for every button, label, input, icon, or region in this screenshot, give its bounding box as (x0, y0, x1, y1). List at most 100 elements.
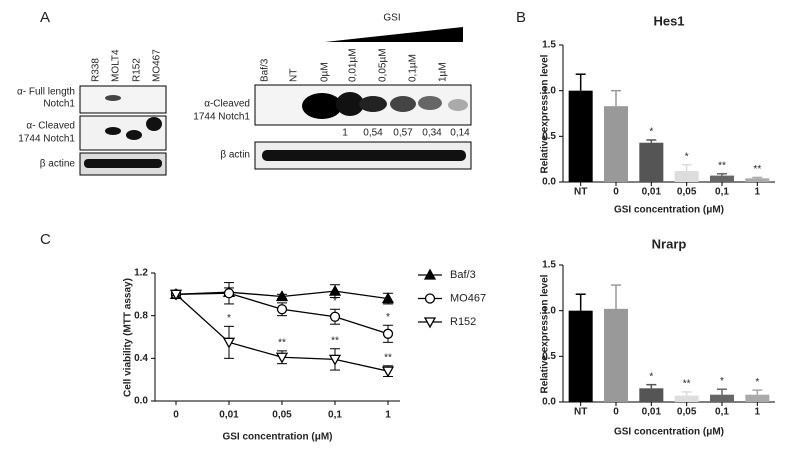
marker (223, 288, 235, 299)
panel-letter: B (516, 9, 526, 26)
row-label: β actin (220, 150, 250, 161)
bar (568, 90, 593, 182)
panel-letter: A (40, 9, 50, 26)
lane-label: MO467 (152, 49, 163, 82)
significance: * (649, 371, 653, 382)
bar (674, 171, 699, 182)
lane-label: 0µM (320, 62, 331, 82)
legend-marker (424, 293, 436, 304)
lane-label: 1µM (438, 62, 449, 82)
significance: ** (384, 352, 392, 363)
quantification: 1 (342, 128, 348, 139)
marker (169, 289, 183, 301)
bar (745, 178, 770, 182)
lane-label: R152 (132, 58, 143, 82)
lane-label: MOLT4 (111, 49, 122, 82)
chart-title: Nrarp (652, 236, 687, 251)
bar (603, 308, 629, 402)
y-tick-label: 1.0 (542, 85, 556, 96)
marker (222, 337, 236, 349)
significance: * (755, 377, 759, 388)
row-label: α- Cleaved (26, 121, 75, 132)
marker (276, 304, 288, 315)
series: *** **** (169, 289, 395, 378)
x-tick-label: 0,05 (677, 187, 697, 198)
marker (275, 290, 289, 302)
y-axis-label: Cell viability (MTT assay) (123, 278, 134, 397)
bar (745, 394, 770, 402)
quantification: 0,57 (393, 128, 413, 139)
x-axis-label: GSI concentration (μM) (614, 427, 724, 438)
x-tick-label: NT (574, 187, 587, 198)
legend-marker (423, 268, 437, 280)
y-tick-label: 0.0 (134, 396, 148, 407)
row-label: β actine (40, 159, 76, 170)
x-tick-label: 1 (385, 410, 391, 421)
y-tick-label: 1.5 (542, 260, 556, 271)
significance: ** (683, 379, 691, 390)
bar (603, 106, 629, 182)
bar (639, 388, 664, 402)
x-tick-label: 0,05 (272, 410, 292, 421)
bar (709, 394, 735, 402)
x-tick-label: 1 (755, 407, 761, 418)
significance: ** (718, 160, 726, 171)
significance: * (685, 151, 689, 162)
treatment-label: GSI (383, 13, 400, 24)
significance: ** (753, 164, 761, 175)
lane-label: NT (289, 69, 300, 82)
quantification: 0,14 (450, 128, 470, 139)
x-tick-label: 0,05 (677, 407, 697, 418)
significance: ** (331, 335, 339, 346)
bar (674, 395, 699, 402)
y-axis-label: Relative expression level (540, 54, 551, 173)
x-tick-label: 0,1 (328, 410, 342, 421)
x-tick-label: 0,01 (642, 407, 662, 418)
significance: ** (278, 338, 286, 349)
x-tick-label: 1 (755, 187, 761, 198)
y-tick-label: 0.8 (134, 310, 148, 321)
y-tick-label: 1.2 (134, 268, 148, 279)
x-tick-label: NT (574, 407, 587, 418)
quantification: 0,54 (363, 128, 383, 139)
x-tick-label: 0,1 (715, 407, 729, 418)
y-tick-label: 0.5 (542, 351, 556, 362)
chart-title: Hes1 (653, 13, 684, 28)
legend-label: MO467 (450, 292, 486, 304)
panel-letter: C (40, 231, 51, 248)
marker (381, 366, 395, 378)
left-blot (79, 85, 167, 176)
legend-label: Baf/3 (450, 269, 476, 281)
x-tick-label: 0,01 (642, 187, 662, 198)
x-axis-label: GSI concentration (μM) (222, 432, 332, 443)
marker (382, 328, 394, 339)
y-tick-label: 1.5 (542, 40, 556, 51)
row-label: Notch1 (43, 99, 75, 110)
significance: * (333, 296, 337, 307)
right-blot (254, 27, 472, 170)
lane-label: Baf/3 (260, 58, 271, 82)
lane-label: 0,1µM (408, 54, 419, 82)
row-label: 1744 Notch1 (193, 112, 250, 123)
y-tick-label: 0.0 (542, 397, 556, 408)
y-tick-label: 0.4 (134, 353, 148, 364)
legend-marker (423, 317, 437, 329)
marker (275, 352, 289, 364)
significance: * (386, 312, 390, 323)
y-axis-label: Relative expression level (540, 274, 551, 393)
marker (381, 292, 395, 304)
x-axis-label: GSI concentration (μM) (614, 205, 724, 216)
marker (328, 284, 342, 296)
marker (328, 354, 342, 366)
marker (329, 311, 341, 322)
significance: * (720, 376, 724, 387)
row-label: 1744 Notch1 (18, 134, 75, 145)
x-tick-label: 0,1 (715, 187, 729, 198)
lane-label: 0,01µM (348, 48, 359, 82)
row-label: α-Cleaved (204, 99, 250, 110)
bar (639, 142, 664, 182)
lane-label: 0,05µM (378, 48, 389, 82)
lane-label: R338 (91, 58, 102, 82)
legend-label: R152 (450, 316, 476, 328)
